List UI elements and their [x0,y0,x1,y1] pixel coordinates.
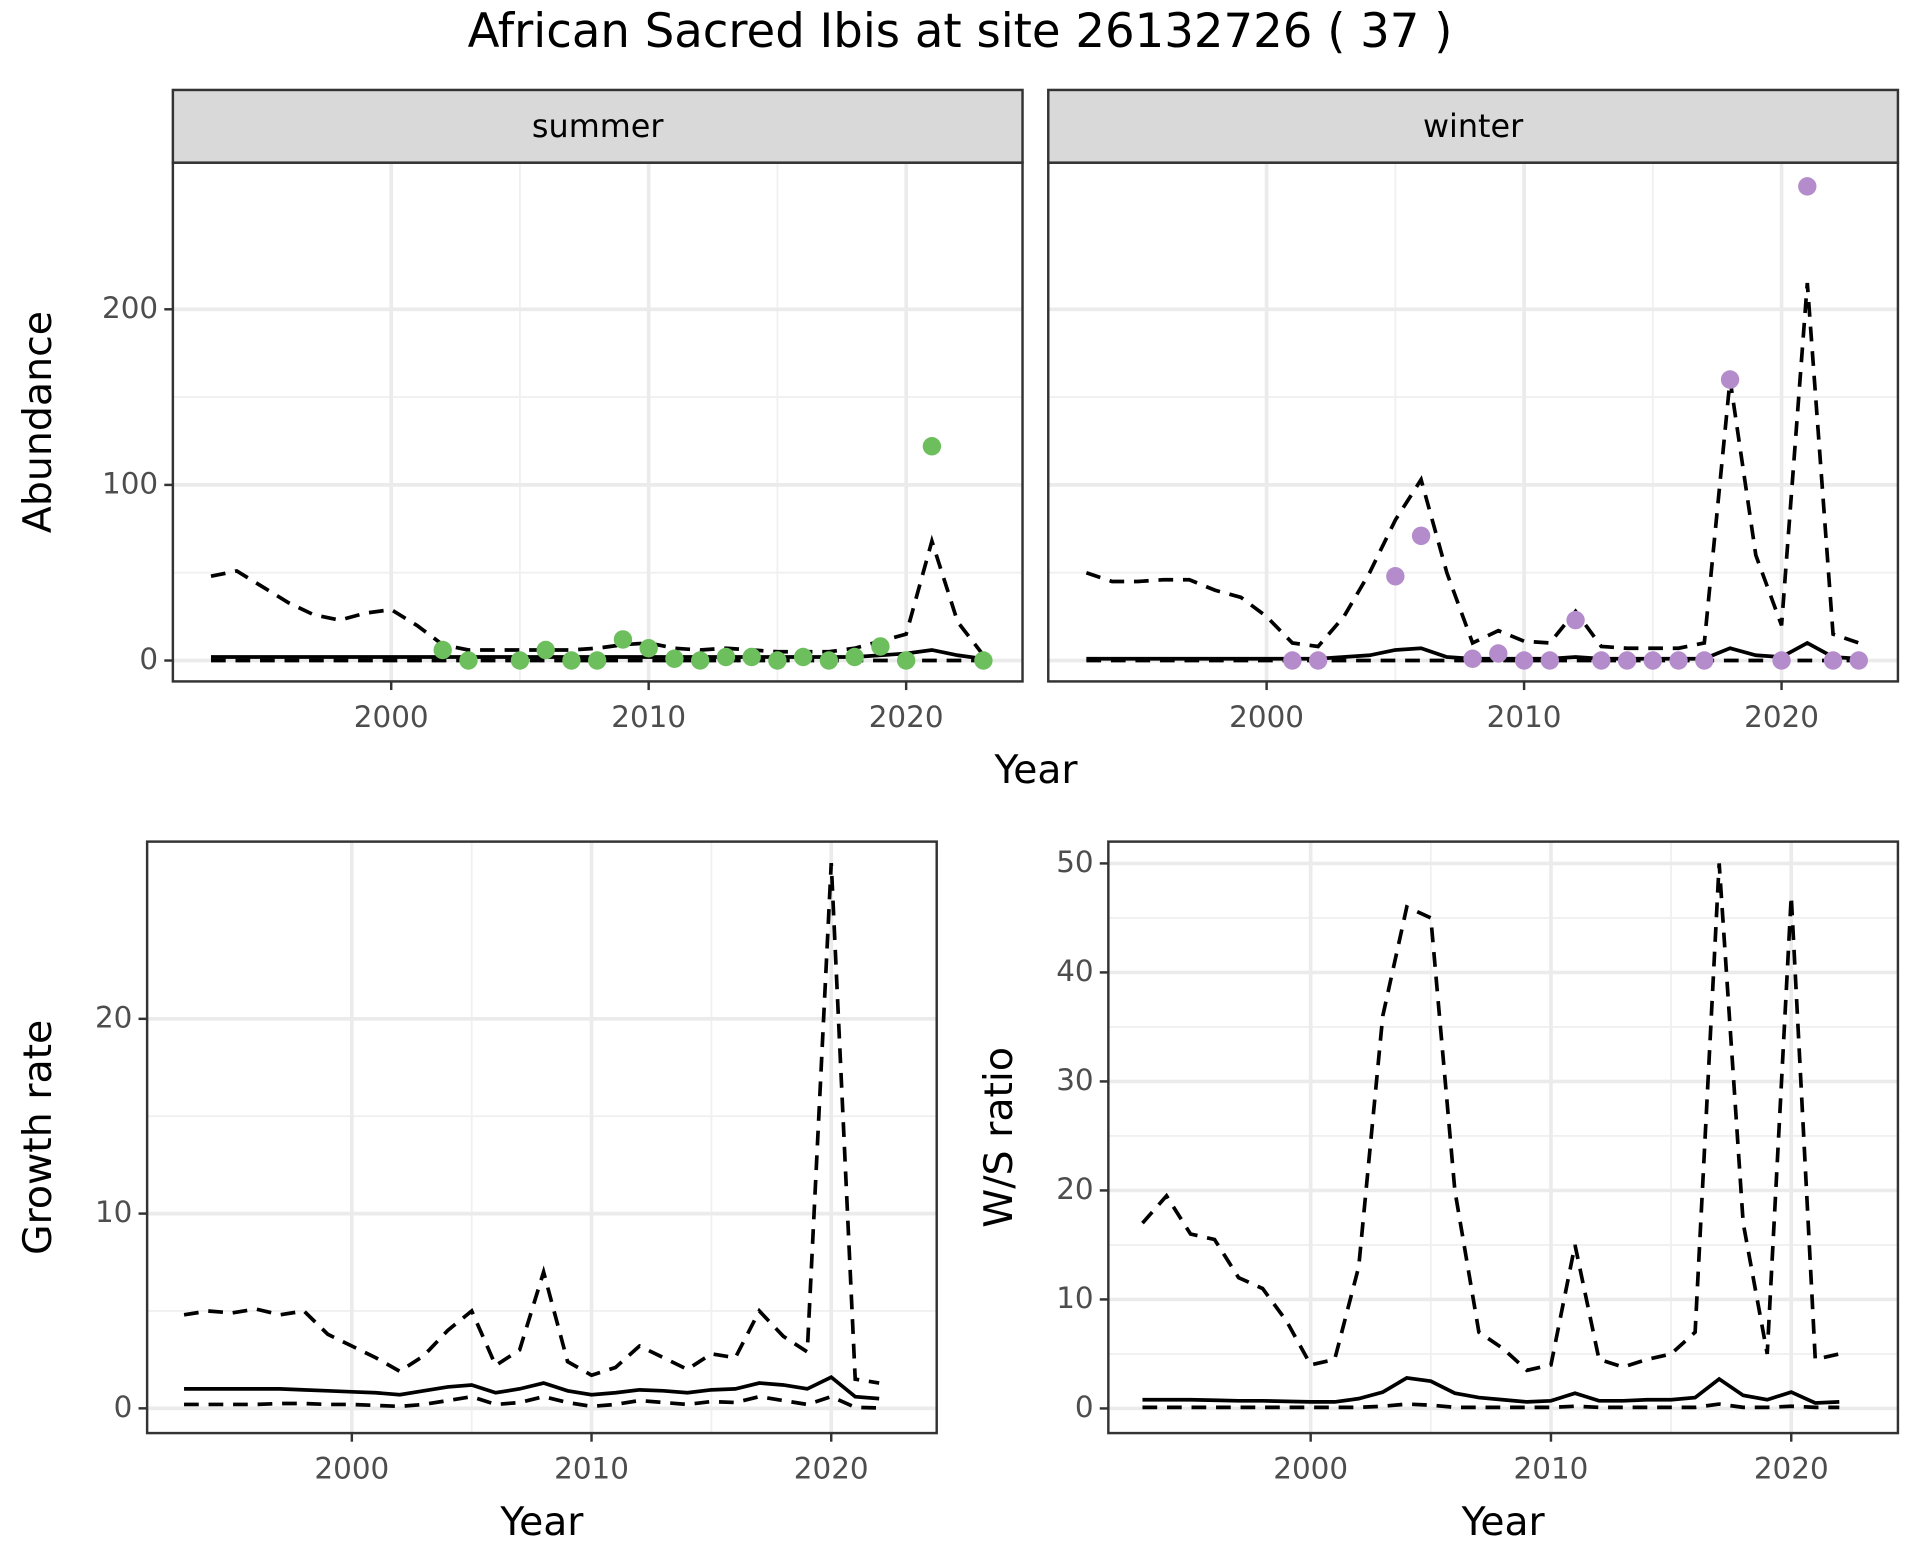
x-tick-label: 2020 [869,700,944,734]
point [1643,651,1663,670]
y-axis-title: Abundance [15,311,61,533]
x-tick-label: 2000 [354,700,429,734]
point [1489,644,1508,663]
point [510,651,530,670]
x-tick-label: 2010 [611,700,686,734]
point [742,647,761,667]
panel-background [1108,841,1898,1434]
y-tick-label: 200 [102,291,158,325]
x-tick-label: 2020 [1754,1452,1829,1486]
x-axis-title: Year [1461,1499,1546,1545]
dashed-line [183,862,880,1385]
x-tick-label: 2010 [554,1452,629,1486]
y-tick-label: 10 [1056,1281,1093,1315]
x-tick-label: 2020 [794,1452,869,1486]
point [690,651,710,670]
strip [171,88,1024,164]
solid-line [184,1375,880,1401]
x-tick-label: 2000 [1273,1452,1348,1486]
point [1798,177,1817,196]
dashed-line [1142,1402,1840,1410]
y-tick-label: 100 [102,466,158,500]
point [716,647,736,667]
point [896,651,916,670]
x-tick-label: 2000 [1229,700,1304,734]
point [871,637,890,656]
point [613,630,633,649]
y-tick-label: 40 [1056,954,1093,988]
panel-background [147,841,937,1434]
point [1283,651,1302,670]
point [793,647,813,667]
x-tick-label: 2010 [1514,1452,1589,1486]
figure-title: African Sacred Ibis at site 26132726 ( 3… [468,5,1453,59]
x-tick-label: 2010 [1487,700,1562,734]
point [1720,370,1740,389]
point [819,651,839,670]
point [1386,566,1405,586]
y-tick-label: 20 [1056,1172,1093,1206]
point [587,651,607,670]
solid-line [1142,1376,1840,1405]
dashed-line [1141,863,1840,1373]
point [433,640,452,660]
point [1592,651,1611,670]
point [922,437,942,456]
y-tick-label: 0 [139,642,158,676]
x-tick-label: 2020 [1744,700,1819,734]
x-axis-title: Year [499,1499,584,1545]
y-axis-title: Growth rate [15,1020,61,1255]
strip-label: summer [532,107,664,145]
point [768,651,787,670]
y-axis-title: W/S ratio [976,1047,1022,1228]
point [1411,526,1431,546]
y-tick-label: 0 [1075,1390,1094,1424]
point [1695,651,1714,670]
y-tick-label: 20 [95,1000,132,1034]
y-tick-label: 10 [95,1195,132,1229]
point [665,649,684,669]
point [1514,651,1534,670]
point [845,647,864,667]
panel-border [145,840,938,1435]
x-axis-title: Year [993,747,1078,793]
point [536,640,555,660]
y-tick-label: 0 [114,1390,133,1424]
dashed-line [184,1394,880,1410]
point [1617,651,1637,670]
point [1669,651,1688,670]
point [1772,651,1791,670]
panel-background [1048,162,1898,682]
point [459,651,478,670]
point [1308,651,1328,670]
point [562,651,581,670]
point [1849,651,1868,670]
point [1540,651,1560,670]
x-tick-label: 2000 [314,1452,389,1486]
y-tick-label: 30 [1056,1063,1093,1097]
panel-background [172,162,1023,682]
point [1463,649,1482,669]
strip [1047,88,1900,164]
point [974,651,993,670]
panel-border [1107,840,1900,1435]
point [639,638,658,658]
strip-label: winter [1423,107,1524,145]
point [1823,651,1843,670]
point [1566,610,1585,630]
y-tick-label: 50 [1056,845,1093,879]
